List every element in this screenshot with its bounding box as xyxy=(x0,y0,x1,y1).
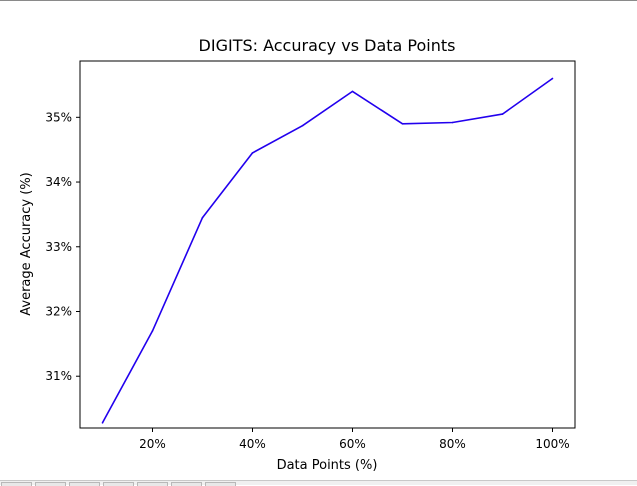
y-tick-label: 33% xyxy=(45,240,72,254)
x-tick-label: 20% xyxy=(139,437,166,451)
configure-subplots-button[interactable] xyxy=(171,482,202,486)
x-axis-label: Data Points (%) xyxy=(277,458,378,473)
back-button[interactable] xyxy=(35,482,66,486)
chart-title: DIGITS: Accuracy vs Data Points xyxy=(199,36,456,55)
data-point xyxy=(101,422,104,424)
data-point xyxy=(351,90,354,93)
y-axis-label: Average Accuracy (%) xyxy=(19,172,34,316)
data-point xyxy=(501,113,504,115)
data-point xyxy=(151,330,154,332)
toolbar xyxy=(0,480,637,486)
y-tick-label: 32% xyxy=(45,304,72,318)
window-top-border xyxy=(0,0,637,1)
y-tick-label: 35% xyxy=(45,110,72,124)
save-figure-button[interactable] xyxy=(205,482,236,486)
forward-button[interactable] xyxy=(69,482,100,486)
x-axis-ticks: 20% 40% 60% 80% 100% xyxy=(139,428,570,451)
data-point xyxy=(551,77,554,80)
data-point xyxy=(401,122,404,125)
data-point xyxy=(451,121,454,124)
data-point xyxy=(251,152,254,154)
x-tick-label: 60% xyxy=(339,437,366,451)
y-tick-label: 34% xyxy=(45,175,72,189)
zoom-button[interactable] xyxy=(137,482,168,486)
x-tick-label: 40% xyxy=(239,437,266,451)
data-point xyxy=(301,124,304,127)
y-axis-ticks: 31% 32% 33% 34% 35% xyxy=(45,110,80,383)
accuracy-series-line xyxy=(101,77,553,424)
pan-button[interactable] xyxy=(103,482,134,486)
series-points xyxy=(101,77,554,424)
x-tick-label: 100% xyxy=(535,437,569,451)
y-tick-label: 31% xyxy=(45,369,72,383)
data-point xyxy=(201,216,204,219)
plot-area-frame xyxy=(79,60,576,429)
home-button[interactable] xyxy=(1,482,32,486)
x-tick-label: 80% xyxy=(439,437,466,451)
